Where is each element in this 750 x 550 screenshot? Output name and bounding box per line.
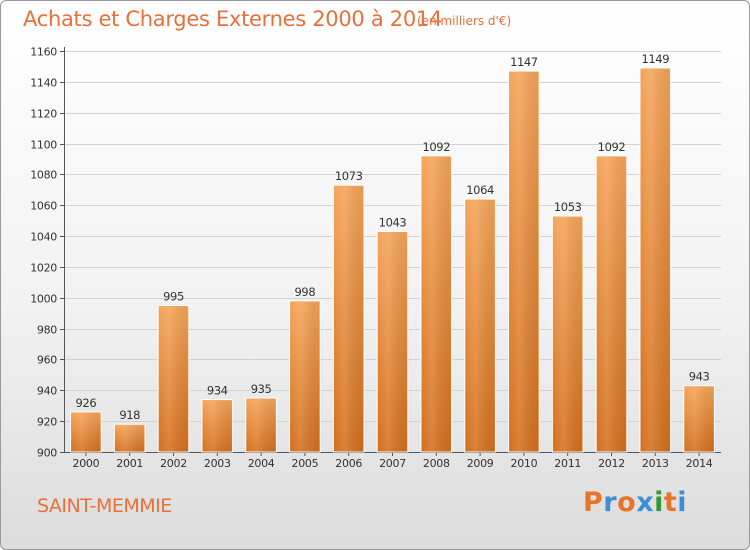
x-tick-label: 2008 xyxy=(423,457,450,470)
data-label: 934 xyxy=(207,384,228,398)
y-tick-label: 1040 xyxy=(30,231,57,244)
x-tick-label: 2005 xyxy=(292,457,319,470)
y-tick-label: 960 xyxy=(37,354,57,367)
bar-highlight xyxy=(597,156,626,452)
bars xyxy=(70,67,715,453)
logo-letter: t xyxy=(663,487,678,518)
logo-letter: i xyxy=(677,487,688,518)
bar-highlight xyxy=(553,217,583,452)
data-label: 1092 xyxy=(422,140,450,154)
x-tick-label: 2003 xyxy=(204,457,231,470)
data-label: 1064 xyxy=(466,183,494,197)
y-tick-label: 920 xyxy=(37,416,57,429)
data-label: 998 xyxy=(295,285,316,299)
data-label: 1053 xyxy=(554,200,582,214)
y-tick-label: 940 xyxy=(37,385,57,398)
x-tick-label: 2000 xyxy=(73,457,100,470)
y-tick-label: 1120 xyxy=(30,108,57,121)
x-tick-label: 2013 xyxy=(642,457,669,470)
logo-letter: o xyxy=(617,487,637,518)
bar-highlight xyxy=(421,156,451,452)
bar-highlight xyxy=(640,68,670,452)
x-tick-label: 2004 xyxy=(248,457,275,470)
y-tick-label: 900 xyxy=(37,447,57,460)
data-label: 918 xyxy=(119,408,140,422)
commune-name: SAINT-MEMMIE xyxy=(37,495,172,517)
x-tick-label: 2006 xyxy=(335,457,362,470)
y-tick-label: 980 xyxy=(37,324,57,337)
proxiti-logo[interactable]: Proxiti xyxy=(583,487,687,518)
x-tick-label: 2011 xyxy=(554,457,581,470)
y-tick-label: 1140 xyxy=(30,77,57,90)
x-tick-label: 2002 xyxy=(160,457,187,470)
y-tick-label: 1060 xyxy=(30,200,57,213)
data-label: 926 xyxy=(76,396,97,410)
bar-highlight xyxy=(290,301,320,452)
logo-letter: x xyxy=(636,487,655,518)
data-label: 1092 xyxy=(598,140,626,154)
y-tick-label: 1020 xyxy=(30,262,57,275)
bar-highlight xyxy=(509,72,539,453)
bar-highlight xyxy=(684,386,714,452)
axes: 900 920 940 960 980 1000 1020 1040 1060 1080 1100 1… xyxy=(30,46,721,470)
bar-highlight xyxy=(378,232,407,452)
data-label: 1043 xyxy=(379,215,407,229)
data-label: 1149 xyxy=(641,52,669,66)
logo-letter: i xyxy=(654,487,664,518)
bar-highlight xyxy=(465,200,495,452)
x-tick-label: 2007 xyxy=(379,457,406,470)
x-tick-label: 2001 xyxy=(116,457,143,470)
x-tick-label: 2009 xyxy=(467,457,494,470)
data-label: 995 xyxy=(163,289,184,303)
bar-highlight xyxy=(202,400,232,452)
chart-title: Achats et Charges Externes 2000 à 2014 xyxy=(23,7,443,31)
bar-highlight xyxy=(71,412,101,452)
logo-letter: r xyxy=(603,487,618,518)
y-tick-label: 1100 xyxy=(30,139,57,152)
data-labels: 926 918 995 934 935 998 1073 1043 1092 1064 1147 10… xyxy=(76,52,710,422)
bar-highlight xyxy=(334,186,364,452)
data-label: 935 xyxy=(251,382,272,396)
y-tick-label: 1000 xyxy=(30,293,57,306)
x-tick-label: 2010 xyxy=(511,457,538,470)
y-tick-label: 1080 xyxy=(30,169,57,182)
x-tick-label: 2014 xyxy=(686,457,713,470)
data-label: 1147 xyxy=(510,55,538,69)
bar-highlight xyxy=(115,425,145,452)
chart-unit-label: (en milliers d'€) xyxy=(417,14,512,28)
y-tick-label: 1160 xyxy=(30,46,57,59)
x-tick-label: 2012 xyxy=(598,457,625,470)
bar-highlight xyxy=(159,306,188,452)
data-label: 1073 xyxy=(335,169,363,183)
logo-letter: P xyxy=(583,487,604,518)
data-label: 943 xyxy=(689,370,710,384)
bar-highlight xyxy=(246,399,276,452)
